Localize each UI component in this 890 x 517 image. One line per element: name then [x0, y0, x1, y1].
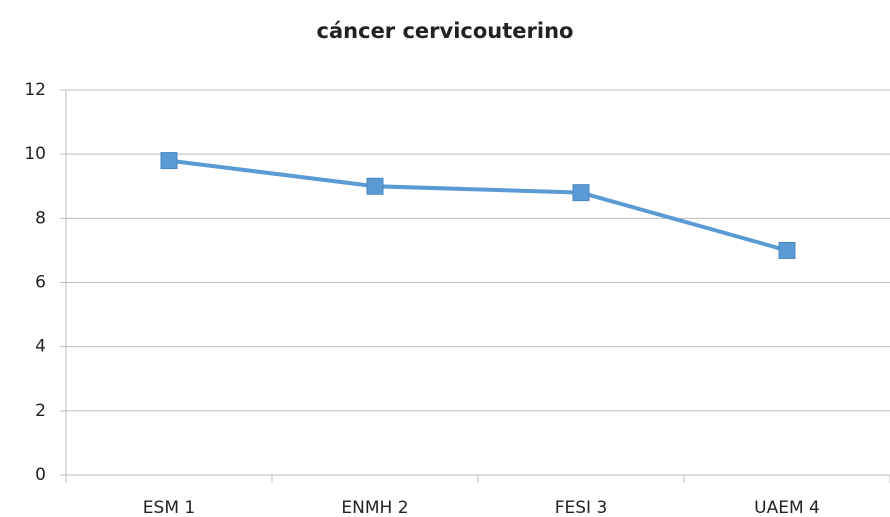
line: [168, 158, 788, 253]
y-tick-label: 4: [35, 337, 46, 357]
y-tick-label: 0: [35, 465, 46, 485]
x-tick-label: UAEM 4: [754, 498, 820, 517]
y-tick-label: 6: [35, 273, 46, 293]
marker: [160, 152, 178, 170]
y-tick-label: 2: [35, 401, 46, 421]
y-tick-label: 12: [24, 80, 46, 100]
marker: [778, 241, 796, 259]
x-tick-label: FESI 3: [555, 498, 608, 517]
y-tick-label: 10: [24, 144, 46, 164]
marker: [572, 184, 590, 202]
marker: [366, 177, 384, 195]
y-tick-label: 8: [35, 208, 46, 228]
x-tick-label: ESM 1: [143, 498, 195, 517]
chart-title: cáncer cervicouterino: [317, 19, 574, 43]
x-tick-label: ENMH 2: [341, 498, 408, 517]
